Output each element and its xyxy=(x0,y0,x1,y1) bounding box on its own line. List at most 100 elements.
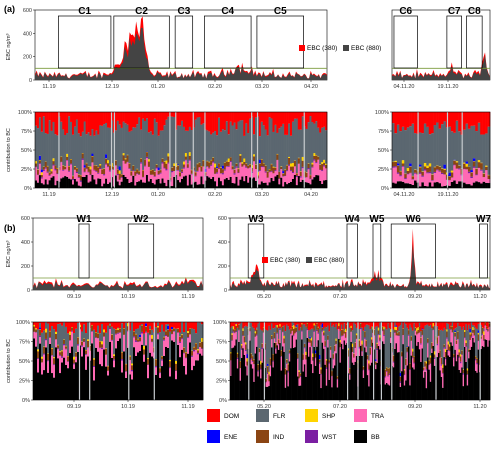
contribution-bar-segment xyxy=(50,130,53,169)
contribution-bar-segment xyxy=(376,342,379,344)
contribution-bar-segment xyxy=(77,178,81,186)
contribution-bar-segment xyxy=(292,325,295,329)
contribution-bar-segment xyxy=(481,333,484,335)
contribution-bar-segment xyxy=(171,171,174,173)
contribution-bar-segment xyxy=(487,175,491,179)
contribution-bar-segment xyxy=(95,322,98,333)
contribution-bar-segment xyxy=(421,112,425,134)
contribution-bar-segment xyxy=(293,166,297,175)
contribution-bar-segment xyxy=(392,355,395,362)
contribution-bar-segment xyxy=(483,322,485,329)
contribution-bar-segment xyxy=(447,355,450,400)
contribution-bar-segment xyxy=(422,367,425,371)
contribution-bar-segment xyxy=(236,357,239,360)
contribution-bar-segment xyxy=(443,169,447,175)
contrib-ylabel-a: contribution to BC xyxy=(6,128,12,172)
contribution-bar-segment xyxy=(40,174,44,178)
contribution-bar-segment xyxy=(275,348,277,354)
contribution-bar-segment xyxy=(56,173,59,175)
contribution-bar-segment xyxy=(438,322,440,330)
contribution-bar-segment xyxy=(257,371,260,377)
period-gap xyxy=(169,112,171,188)
contribution-bar-segment xyxy=(118,173,121,180)
contribution-bar-segment xyxy=(297,158,301,164)
contribution-bar-segment xyxy=(272,367,275,400)
contribution-bar-segment xyxy=(480,349,483,400)
contribution-bar-segment xyxy=(234,345,236,400)
contribution-bar-segment xyxy=(401,181,405,188)
contribution-bar-segment xyxy=(44,168,47,180)
contribution-bar-segment xyxy=(436,169,439,171)
contribution-bar-segment xyxy=(312,360,314,374)
contribution-bar-segment xyxy=(278,171,281,179)
contribution-bar-segment xyxy=(163,340,166,356)
period-gap xyxy=(479,322,481,400)
contribution-bar-segment xyxy=(198,112,201,118)
contribution-bar-segment xyxy=(411,179,415,186)
contribution-bar-segment xyxy=(47,322,50,324)
contribution-bar-segment xyxy=(56,135,59,168)
contribution-bar-segment xyxy=(239,155,242,163)
contribution-bar-segment xyxy=(61,357,64,363)
contribution-bar-segment xyxy=(117,329,120,333)
contribution-bar-segment xyxy=(47,360,50,362)
period-gap xyxy=(248,322,250,400)
contribution-bar-segment xyxy=(147,359,150,365)
contribution-bar-segment xyxy=(85,112,88,135)
contribution-bar-segment xyxy=(93,359,96,366)
contribution-bar-segment xyxy=(360,345,362,400)
contribution-bar-segment xyxy=(482,173,486,178)
contribution-bar-segment xyxy=(81,159,84,177)
contribution-bar-segment xyxy=(448,180,452,186)
contribution-bar-segment xyxy=(383,326,385,330)
contribution-bar-segment xyxy=(470,112,474,126)
contribution-bar-segment xyxy=(394,167,398,184)
contribution-bar-segment xyxy=(311,166,314,168)
contribution-bar-segment xyxy=(177,112,180,126)
contribution-bar-segment xyxy=(461,329,463,351)
contribution-bar-segment xyxy=(200,124,203,167)
contribution-bar-segment xyxy=(451,322,454,327)
contribution-bar-segment xyxy=(231,169,234,170)
contribution-bar-segment xyxy=(231,112,234,126)
contribution-bar-segment xyxy=(85,169,88,176)
contribution-bar-segment xyxy=(291,121,295,163)
contribution-bar-segment xyxy=(142,118,145,170)
contribution-bar-segment xyxy=(59,373,62,400)
contribution-bar-segment xyxy=(117,327,120,329)
contribution-bar-segment xyxy=(335,323,338,339)
y-tick-label: 200 xyxy=(23,55,32,61)
y-tick-label: 50% xyxy=(216,359,227,365)
contribution-bar-segment xyxy=(123,328,126,335)
contribution-bar-segment xyxy=(342,322,344,330)
contribution-bar-segment xyxy=(254,117,258,165)
contribution-bar-segment xyxy=(450,181,454,188)
contribution-bar-segment xyxy=(388,374,391,386)
contribution-bar-segment xyxy=(149,325,152,329)
contribution-bar-segment xyxy=(149,170,153,175)
contribution-bar-segment xyxy=(216,186,219,188)
contribution-bar-segment xyxy=(159,183,162,188)
contribution-bar-segment xyxy=(279,328,281,330)
contribution-bar-segment xyxy=(66,133,69,154)
contribution-bar-segment xyxy=(305,112,308,129)
contribution-bar-segment xyxy=(425,363,428,370)
contribution-bar-segment xyxy=(260,159,264,167)
contribution-bar-segment xyxy=(103,112,106,125)
contribution-bar-segment xyxy=(436,112,439,123)
contribution-bar-segment xyxy=(462,386,465,400)
contribution-bar-segment xyxy=(399,171,403,176)
contribution-bar-segment xyxy=(321,170,324,172)
contribution-bar-segment xyxy=(266,171,269,178)
contribution-bar-segment xyxy=(383,329,385,335)
contribution-bar-segment xyxy=(314,357,317,359)
contribution-bar-segment xyxy=(450,112,454,132)
contribution-bar-segment xyxy=(142,170,145,177)
contribution-bar-segment xyxy=(70,164,73,180)
contribution-bar-segment xyxy=(349,327,351,368)
contribution-bar-segment xyxy=(264,172,267,183)
contribution-bar-segment xyxy=(231,334,234,341)
contribution-bar-segment xyxy=(331,376,333,388)
contribution-bar-segment xyxy=(221,112,225,130)
contribution-bar-segment xyxy=(458,131,461,166)
